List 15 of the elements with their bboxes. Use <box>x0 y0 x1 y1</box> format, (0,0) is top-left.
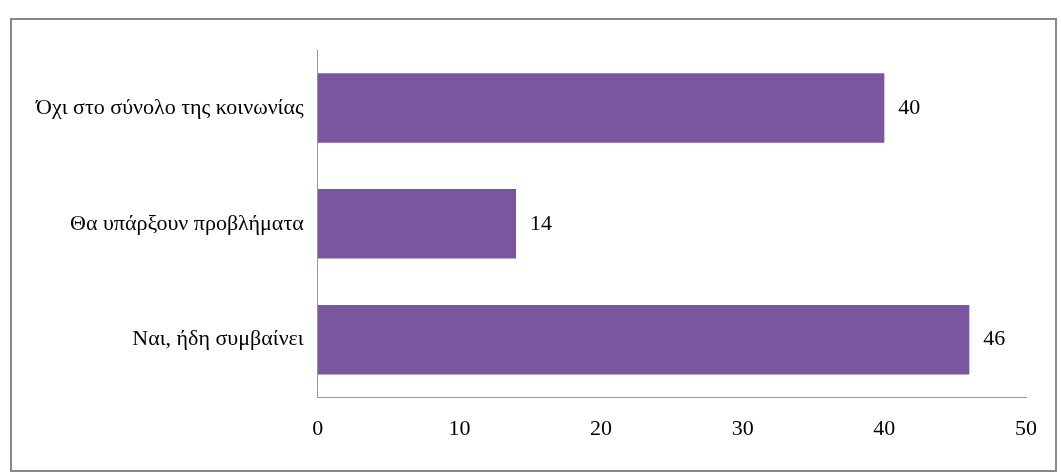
x-tick-label: 20 <box>590 414 613 440</box>
bar <box>317 73 885 143</box>
data-label: 46 <box>983 325 1006 351</box>
x-tick-label: 40 <box>873 414 896 440</box>
x-tick-label: 0 <box>312 414 324 440</box>
bar <box>317 304 970 375</box>
x-tick-label: 30 <box>731 414 754 440</box>
y-tick-label: Θα υπάρξουν προβλήματα <box>70 209 305 235</box>
bar <box>317 189 517 259</box>
y-tick-label: Ναι, ήδη συμβαίνει <box>132 325 304 351</box>
data-label: 14 <box>530 209 553 235</box>
x-tick-label: 50 <box>1015 414 1037 440</box>
data-label: 40 <box>898 93 921 119</box>
x-tick-label: 10 <box>448 414 471 440</box>
y-tick-label: Όχι στο σύνολο της κοινωνίας <box>35 93 305 119</box>
